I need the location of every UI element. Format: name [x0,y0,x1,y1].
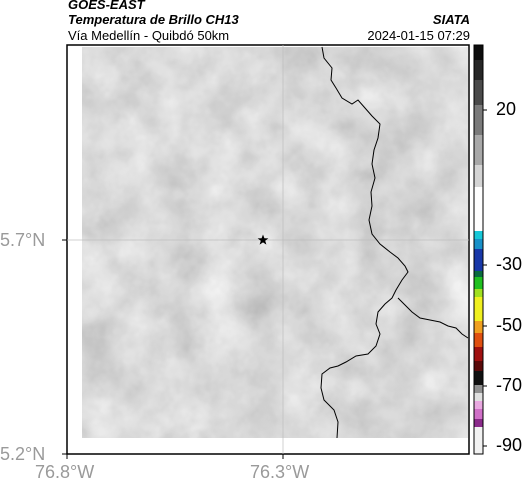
boundary-line [397,297,469,339]
colorbar [473,44,487,455]
lon-tick-label: 76.3°W [250,462,310,482]
organization-label: SIATA [432,12,470,27]
colorbar-label: -50 [496,315,523,335]
star-icon [257,234,269,245]
product-title: Temperatura de Brillo CH13 [68,12,239,27]
lon-tick-label: 76.8°W [35,462,95,482]
colorbar-label: -30 [496,254,523,274]
satellite-name: GOES-EAST [68,0,145,12]
colorbar-label: 20 [496,99,517,119]
timestamp-label: 2024-01-15 07:29 [367,28,470,43]
region-subtitle: Vía Medellín - Quibdó 50km [68,28,230,43]
colorbar-label: -90 [496,435,523,455]
boundary-line [320,46,409,439]
colorbar-label: -70 [496,375,523,395]
lat-tick-label: 5.2°N [0,444,46,464]
lat-tick-label: 5.7°N [0,230,46,250]
brightness-temperature-image [82,47,468,438]
